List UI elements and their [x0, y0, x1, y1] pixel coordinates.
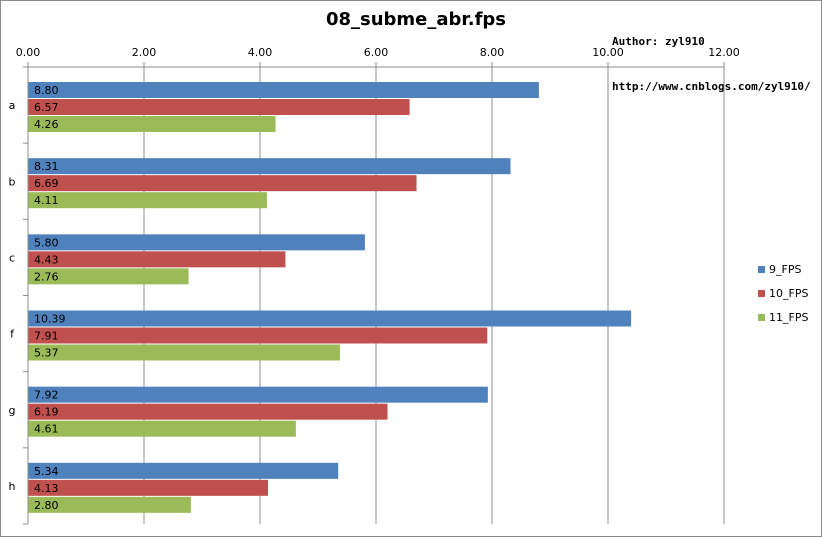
bar-9-fps	[28, 386, 488, 403]
chart-title: 08_subme_abr.fps	[325, 9, 507, 30]
bar-11-fps	[28, 268, 189, 285]
legend-item: 9_FPS	[758, 257, 808, 281]
x-tick-label: 12.00	[708, 46, 740, 59]
data-label: 4.11	[34, 194, 59, 207]
data-label: 10.39	[34, 313, 66, 326]
author-block: Author: zyl910 http://www.cnblogs.com/zy…	[612, 4, 811, 124]
data-label: 6.57	[34, 101, 59, 114]
author-text: Author: zyl910	[612, 35, 705, 48]
legend-item: 11_FPS	[758, 305, 808, 329]
y-category-label: g	[9, 404, 16, 417]
bar-11-fps	[28, 420, 296, 437]
data-label: 8.80	[34, 84, 59, 97]
bar-9-fps	[28, 158, 511, 175]
author-url: http://www.cnblogs.com/zyl910/	[612, 80, 811, 93]
data-label: 6.69	[34, 177, 59, 190]
y-category-label: c	[9, 251, 15, 264]
bar-10-fps	[28, 327, 488, 344]
bar-11-fps	[28, 496, 191, 513]
bar-10-fps	[28, 175, 417, 192]
data-label: 4.43	[34, 253, 59, 266]
data-label: 7.92	[34, 389, 59, 402]
y-category-label: h	[9, 480, 16, 493]
data-label: 5.80	[34, 236, 59, 249]
data-label: 4.26	[34, 118, 59, 131]
legend: 9_FPS 10_FPS 11_FPS	[758, 257, 808, 329]
data-label: 5.37	[34, 347, 59, 360]
bar-11-fps	[28, 116, 276, 132]
data-label: 4.61	[34, 423, 59, 436]
y-category-label: a	[9, 99, 16, 112]
x-tick-label: 10.00	[592, 46, 624, 59]
legend-swatch	[758, 313, 765, 321]
bar-10-fps	[28, 479, 269, 496]
data-label: 4.13	[34, 482, 59, 495]
data-label: 6.19	[34, 406, 59, 419]
bar-11-fps	[28, 192, 267, 209]
x-tick-label: 0.00	[16, 46, 41, 59]
data-label: 7.91	[34, 330, 59, 343]
bar-9-fps	[28, 310, 632, 327]
bar-9-fps	[28, 462, 339, 479]
x-tick-label: 2.00	[132, 46, 157, 59]
bar-10-fps	[28, 99, 410, 115]
data-label: 2.76	[34, 270, 59, 283]
y-category-label: f	[10, 328, 15, 341]
bar-9-fps	[28, 82, 539, 98]
legend-label: 10_FPS	[769, 286, 809, 300]
bar-11-fps	[28, 344, 340, 361]
data-label: 8.31	[34, 160, 59, 173]
x-tick-label: 4.00	[248, 46, 273, 59]
bar-10-fps	[28, 251, 286, 268]
legend-swatch	[758, 289, 765, 297]
x-tick-label: 8.00	[480, 46, 505, 59]
y-category-label: b	[9, 175, 16, 188]
legend-item: 10_FPS	[758, 281, 808, 305]
legend-label: 9_FPS	[769, 262, 802, 276]
legend-label: 11_FPS	[769, 310, 809, 324]
data-label: 2.80	[34, 499, 59, 512]
legend-swatch	[758, 265, 765, 273]
bar-9-fps	[28, 234, 365, 251]
data-label: 5.34	[34, 465, 59, 478]
x-tick-label: 6.00	[364, 46, 389, 59]
bar-10-fps	[28, 403, 388, 420]
